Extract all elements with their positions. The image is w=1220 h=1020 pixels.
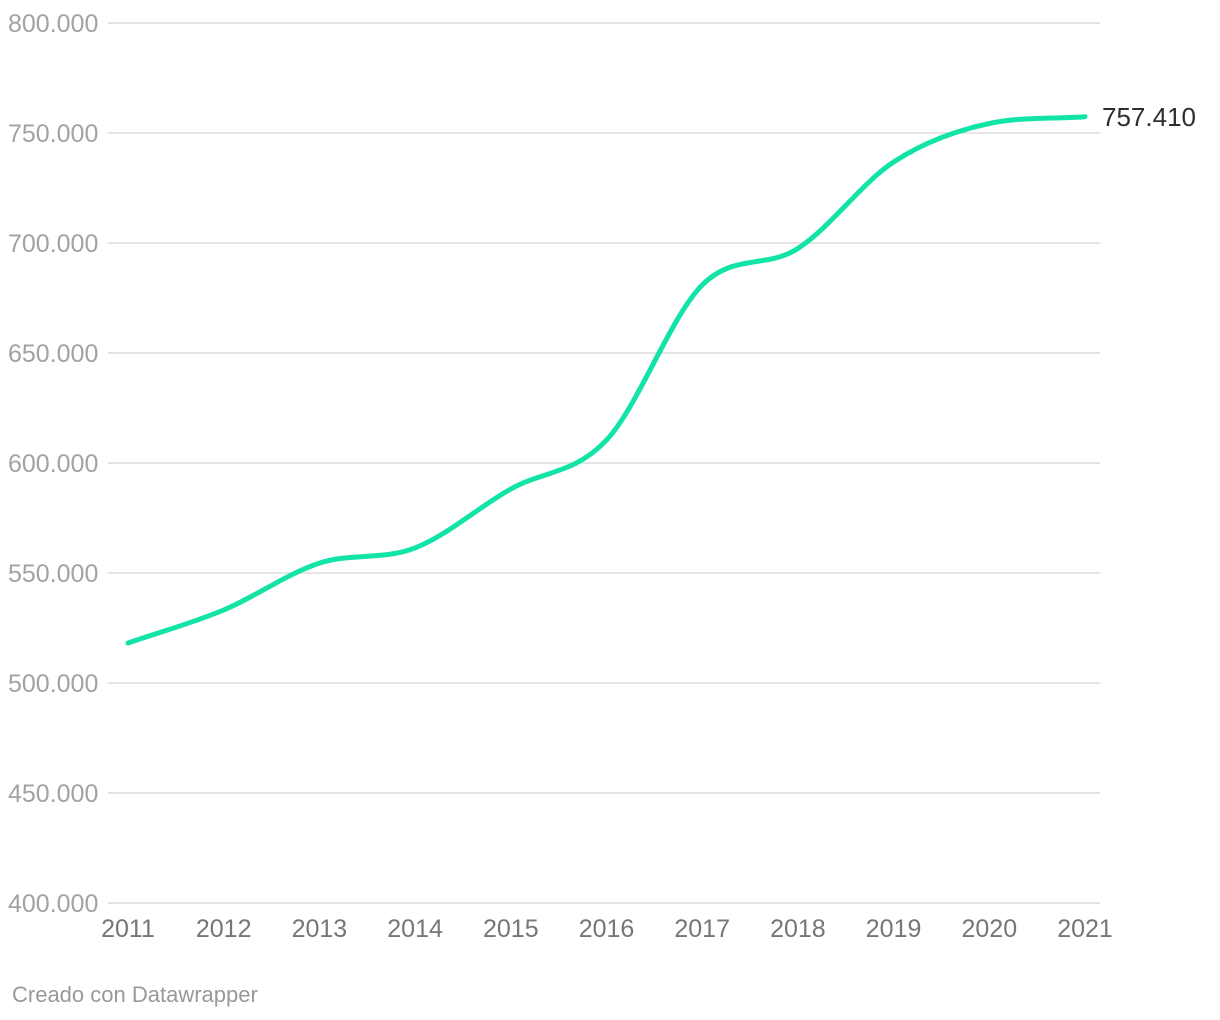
y-axis-tick-label: 800.000	[8, 10, 98, 38]
x-axis-tick-label: 2021	[1057, 915, 1113, 943]
y-axis-tick-label: 500.000	[8, 670, 98, 698]
line-chart: 400.000 450.000 500.000 550.000 600.000 650.0…	[8, 10, 1196, 943]
y-axis-tick-label: 600.000	[8, 450, 98, 478]
x-axis-tick-label: 2015	[483, 915, 539, 943]
y-axis-tick-label: 450.000	[8, 780, 98, 808]
datawrapper-credit: Creado con Datawrapper	[12, 982, 258, 1007]
x-axis-tick-label: 2020	[961, 915, 1017, 943]
x-axis-tick-label: 2014	[387, 915, 443, 943]
x-axis-tick-label: 2012	[196, 915, 252, 943]
x-axis-tick-label: 2018	[770, 915, 826, 943]
y-axis-tick-label: 750.000	[8, 120, 98, 148]
y-axis-tick-label: 700.000	[8, 230, 98, 258]
x-axis-tick-label: 2017	[674, 915, 730, 943]
plot-svg: 400.000 450.000 500.000 550.000 600.000 650.0…	[8, 10, 1113, 943]
y-axis-tick-label: 650.000	[8, 340, 98, 368]
x-axis-tick-label: 2013	[292, 915, 348, 943]
x-axis-tick-label: 2019	[866, 915, 922, 943]
y-axis-tick-label: 550.000	[8, 560, 98, 588]
y-axis-tick-label: 400.000	[8, 890, 98, 918]
x-axis-tick-label: 2011	[101, 915, 155, 943]
data-line	[125, 114, 1088, 646]
x-axis-tick-label: 2016	[579, 915, 635, 943]
end-value-label: 757.410	[1102, 101, 1196, 132]
